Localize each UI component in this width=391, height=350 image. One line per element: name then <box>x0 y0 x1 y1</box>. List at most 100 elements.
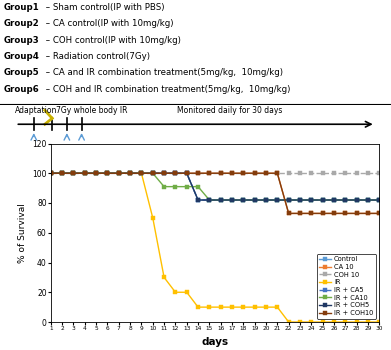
Control <box>264 198 268 202</box>
IR + COH10 <box>309 211 314 216</box>
COH 10 <box>196 171 201 175</box>
COH 10 <box>264 171 268 175</box>
IR + CA10 <box>332 198 336 202</box>
IR + COH5 <box>48 171 53 175</box>
IR + CA10 <box>196 184 201 189</box>
CA 10 <box>139 171 144 175</box>
IR + CA5 <box>354 198 359 202</box>
IR + COH5 <box>366 198 370 202</box>
IR + CA5 <box>252 198 257 202</box>
IR + CA5 <box>320 198 325 202</box>
IR + CA5 <box>343 198 348 202</box>
IR + CA10 <box>83 171 87 175</box>
IR + COH5 <box>128 171 133 175</box>
CA 10 <box>218 171 223 175</box>
COH 10 <box>218 171 223 175</box>
IR + CA10 <box>128 171 133 175</box>
Text: Group4: Group4 <box>4 52 40 61</box>
Y-axis label: % of Survival: % of Survival <box>18 203 27 263</box>
IR + COH5 <box>173 171 178 175</box>
COH 10 <box>151 171 155 175</box>
Text: – CA control(IP with 10mg/kg): – CA control(IP with 10mg/kg) <box>43 19 174 28</box>
IR + COH5 <box>286 198 291 202</box>
Text: Monitored daily for 30 days: Monitored daily for 30 days <box>177 106 283 115</box>
Control <box>241 198 246 202</box>
IR + CA10 <box>275 198 280 202</box>
Text: Group6: Group6 <box>4 85 39 93</box>
IR + COH5 <box>162 171 167 175</box>
CA 10 <box>264 171 268 175</box>
IR + COH10 <box>48 171 53 175</box>
COH 10 <box>332 171 336 175</box>
COH 10 <box>48 171 53 175</box>
Text: Group5: Group5 <box>4 68 39 77</box>
CA 10 <box>71 171 76 175</box>
IR + CA5 <box>196 198 201 202</box>
IR <box>309 320 314 324</box>
Control <box>230 198 234 202</box>
IR + CA10 <box>366 198 370 202</box>
IR + COH5 <box>218 198 223 202</box>
COH 10 <box>343 171 348 175</box>
COH 10 <box>366 171 370 175</box>
IR + CA10 <box>60 171 65 175</box>
IR + COH5 <box>264 198 268 202</box>
IR + CA5 <box>71 171 76 175</box>
Line: Control: Control <box>49 171 381 202</box>
IR + COH10 <box>298 211 302 216</box>
IR + CA5 <box>117 171 121 175</box>
CA 10 <box>230 171 234 175</box>
IR + CA5 <box>309 198 314 202</box>
IR + CA5 <box>48 171 53 175</box>
Control <box>48 171 53 175</box>
COH 10 <box>71 171 76 175</box>
Line: IR + COH5: IR + COH5 <box>49 171 381 202</box>
COH 10 <box>309 171 314 175</box>
IR + CA10 <box>94 171 99 175</box>
IR + CA5 <box>60 171 65 175</box>
IR + CA5 <box>151 171 155 175</box>
IR + CA5 <box>83 171 87 175</box>
Control <box>83 171 87 175</box>
CA 10 <box>298 211 302 216</box>
IR + CA10 <box>309 198 314 202</box>
IR + CA5 <box>105 171 110 175</box>
IR <box>151 216 155 220</box>
COH 10 <box>128 171 133 175</box>
IR + CA10 <box>207 198 212 202</box>
IR + COH5 <box>139 171 144 175</box>
Line: CA 10: CA 10 <box>49 171 381 216</box>
IR <box>218 305 223 309</box>
Text: – COH and IR combination treatment(5mg/kg,  10mg/kg): – COH and IR combination treatment(5mg/k… <box>43 85 291 93</box>
Control <box>218 198 223 202</box>
Text: Group1: Group1 <box>4 3 39 12</box>
IR + CA5 <box>241 198 246 202</box>
IR + COH5 <box>94 171 99 175</box>
IR <box>332 320 336 324</box>
IR + COH10 <box>320 211 325 216</box>
Text: – Radiation control(7Gy): – Radiation control(7Gy) <box>43 52 150 61</box>
CA 10 <box>151 171 155 175</box>
IR + CA5 <box>207 198 212 202</box>
Control <box>286 198 291 202</box>
IR <box>252 305 257 309</box>
Control <box>173 171 178 175</box>
Control <box>117 171 121 175</box>
Line: IR + CA10: IR + CA10 <box>49 171 381 202</box>
IR + COH10 <box>105 171 110 175</box>
Control <box>139 171 144 175</box>
IR <box>298 320 302 324</box>
IR <box>230 305 234 309</box>
IR + CA10 <box>298 198 302 202</box>
Control <box>309 198 314 202</box>
COH 10 <box>320 171 325 175</box>
Control <box>377 198 382 202</box>
Control <box>298 198 302 202</box>
IR <box>275 305 280 309</box>
COH 10 <box>207 171 212 175</box>
IR + COH10 <box>162 171 167 175</box>
Text: Adaptation: Adaptation <box>15 106 58 115</box>
IR + COH5 <box>309 198 314 202</box>
COH 10 <box>139 171 144 175</box>
IR + CA5 <box>286 198 291 202</box>
